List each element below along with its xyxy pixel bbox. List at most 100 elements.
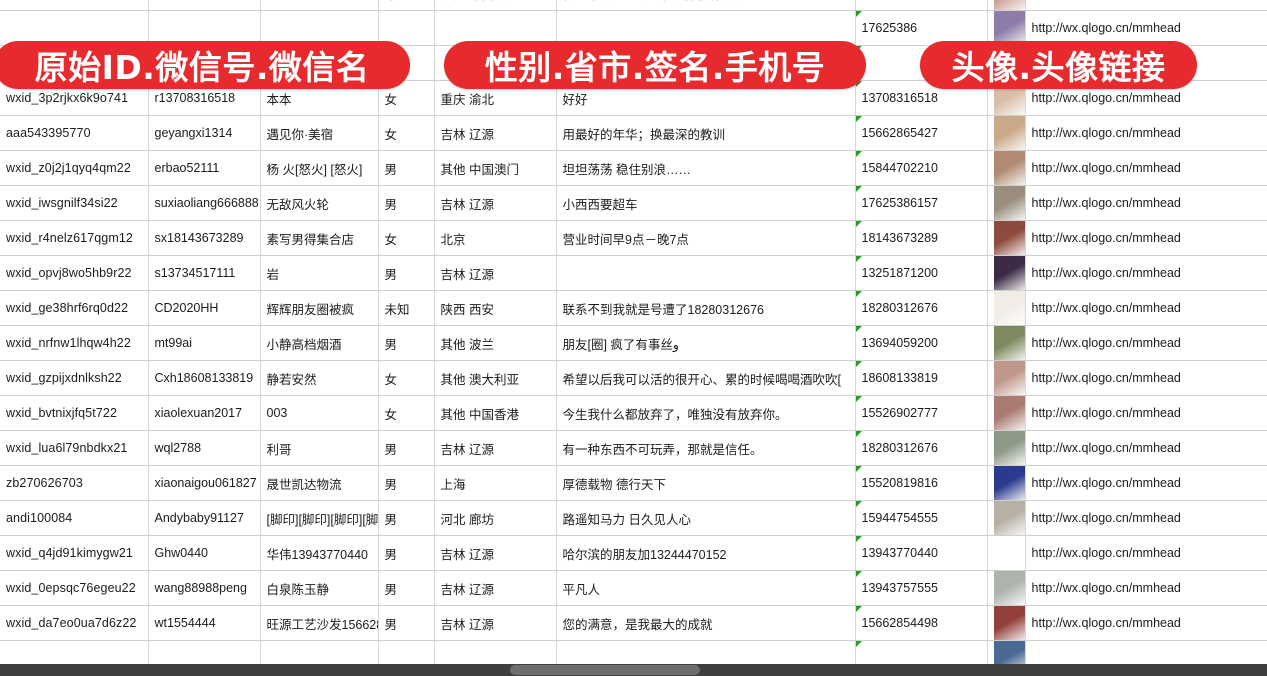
cell-region[interactable]: 吉林 辽源 [434,570,557,606]
table-row[interactable]: wxid_r4nelz617qgm12 sx18143673289 素写男得集合店女… [0,220,1267,256]
table-row[interactable]: 17625386 http://wx.qlogo.cn/mmhead [0,10,1267,46]
cell-signature[interactable]: 您的满意，是我最大的成就 [556,605,856,641]
table-row[interactable]: aaa543395770 geyangxi1314 遇见你·美宿女吉林 辽源 用最好的… [0,115,1267,151]
cell-avatar[interactable] [987,185,1026,221]
cell-signature[interactable]: 合一单 交一个朋友 诚信靠谱 失联18280312676 [556,0,856,11]
cell-avatar_url[interactable]: http://wx.qlogo.cn/mmhead [1025,500,1267,536]
table-row[interactable]: wxid_nrfnw1lhqw4h22 mt99ai 小静高档烟酒男其他 波兰 朋友[… [0,325,1267,361]
cell-avatar_url[interactable]: http://wx.qlogo.cn/mmhead [1025,465,1267,501]
cell-avatar_url[interactable]: http://wx.qlogo.cn/mmhead [1025,0,1267,11]
cell-avatar[interactable] [987,10,1026,46]
cell-wxid[interactable]: s13734517111 [148,255,261,291]
cell-avatar_url[interactable]: http://wx.qlogo.cn/mmhead [1025,360,1267,396]
cell-phone[interactable]: 13943757555 [855,570,988,606]
cell-wxid[interactable]: geyangxi1314 [148,115,261,151]
cell-region[interactable]: 北京 [434,220,557,256]
cell-orig_id[interactable]: wxid_opvj8wo5hb9r22 [0,255,149,291]
cell-avatar[interactable] [987,290,1026,326]
cell-phone[interactable]: 15844702210 [855,150,988,186]
cell-phone[interactable]: 17625386 [855,10,988,46]
cell-gender[interactable]: 男 [378,535,435,571]
cell-wxid[interactable]: erbao52111 [148,150,261,186]
cell-nickname[interactable]: 静若安然 [260,360,379,396]
cell-phone[interactable]: 18608133819 [855,360,988,396]
cell-orig_id[interactable]: wxid_ge38hrf6rq0d22 [0,290,149,326]
cell-avatar_url[interactable]: http://wx.qlogo.cn/mmhead [1025,570,1267,606]
cell-nickname[interactable]: 无敌风火轮 [260,185,379,221]
cell-avatar[interactable] [987,570,1026,606]
cell-wxid[interactable]: Cxh18608133819 [148,360,261,396]
cell-phone[interactable]: 15662854498 [855,605,988,641]
cell-signature[interactable]: 小西西要超车 [556,185,856,221]
cell-avatar_url[interactable]: http://wx.qlogo.cn/mmhead [1025,10,1267,46]
cell-avatar_url[interactable]: http://wx.qlogo.cn/mmhead [1025,255,1267,291]
cell-signature[interactable]: 联系不到我就是号遭了18280312676 [556,290,856,326]
cell-gender[interactable]: 女 [378,115,435,151]
cell-gender[interactable]: 男 [378,570,435,606]
cell-phone[interactable]: 15520819816 [855,465,988,501]
horizontal-scrollbar-thumb[interactable] [510,665,700,675]
cell-signature[interactable]: 今生我什么都放弃了，唯独没有放弃你。 [556,395,856,431]
cell-avatar[interactable] [987,150,1026,186]
cell-avatar_url[interactable]: http://wx.qlogo.cn/mmhead [1025,605,1267,641]
cell-gender[interactable]: 未知 [378,0,435,11]
table-row[interactable]: wxid_q4jd91kimygw21 Ghw0440 华伟13943770440 男… [0,535,1267,571]
cell-orig_id[interactable]: wxid_q4jd91kimygw21 [0,535,149,571]
cell-nickname[interactable] [260,10,379,46]
cell-avatar[interactable] [987,605,1026,641]
cell-nickname[interactable]: 华伟13943770440 [260,535,379,571]
cell-wxid[interactable]: suxiaoliang666888 [148,185,261,221]
table-row[interactable]: wxid_iwsgnilf34si22 suxiaoliang666888 无敌风火… [0,185,1267,221]
cell-signature[interactable]: 希望以后我可以活的很开心、累的时候喝喝酒吹吹[ [556,360,856,396]
cell-avatar_url[interactable]: http://wx.qlogo.cn/mmhead [1025,535,1267,571]
table-row[interactable]: wxid_0epsqc76egeu22 wang88988peng 白泉陈玉静男吉林… [0,570,1267,606]
cell-orig_id[interactable]: wxid_z0j2j1qyq4qm22 [0,150,149,186]
table-row[interactable]: zb270626703 xiaonaigou061827 晟世凯达物流男上海 厚德载物… [0,465,1267,501]
cell-gender[interactable]: 男 [378,500,435,536]
cell-avatar[interactable] [987,220,1026,256]
cell-avatar[interactable] [987,325,1026,361]
cell-phone[interactable]: 13251871200 [855,255,988,291]
cell-avatar[interactable] [987,255,1026,291]
cell-phone[interactable]: 13943770440 [855,535,988,571]
cell-avatar_url[interactable]: http://wx.qlogo.cn/mmhead [1025,395,1267,431]
cell-avatar[interactable] [987,0,1026,11]
cell-avatar[interactable] [987,360,1026,396]
cell-avatar_url[interactable]: http://wx.qlogo.cn/mmhead [1025,115,1267,151]
cell-nickname[interactable]: 小静高档烟酒 [260,325,379,361]
table-row[interactable]: wxid_65p5qakpwuie22xiaojing600546丫丫~小未知其… [0,0,1267,11]
cell-wxid[interactable]: Andybaby91127 [148,500,261,536]
cell-nickname[interactable]: 素写男得集合店 [260,220,379,256]
cell-signature[interactable]: 朋友[圈] 疯了有事丝ﻭ [556,325,856,361]
cell-orig_id[interactable]: andi100084 [0,500,149,536]
cell-orig_id[interactable] [0,10,149,46]
cell-avatar_url[interactable]: http://wx.qlogo.cn/mmhead [1025,150,1267,186]
cell-signature[interactable]: 用最好的年华；换最深的教训 [556,115,856,151]
cell-orig_id[interactable]: wxid_0epsqc76egeu22 [0,570,149,606]
cell-orig_id[interactable]: zb270626703 [0,465,149,501]
cell-gender[interactable]: 女 [378,395,435,431]
cell-region[interactable]: 吉林 辽源 [434,185,557,221]
cell-gender[interactable]: 男 [378,430,435,466]
cell-region[interactable]: 其他 中国澳门 [434,0,557,11]
cell-gender[interactable]: 女 [378,220,435,256]
cell-region[interactable]: 其他 波兰 [434,325,557,361]
cell-phone[interactable]: 17625386157 [855,185,988,221]
cell-region[interactable]: 河北 廊坊 [434,500,557,536]
cell-nickname[interactable]: 利哥 [260,430,379,466]
cell-signature[interactable]: 有一种东西不可玩弄，那就是信任。 [556,430,856,466]
cell-phone[interactable]: 13694059200 [855,325,988,361]
cell-avatar[interactable] [987,535,1026,571]
table-row[interactable]: wxid_ge38hrf6rq0d22 CD2020HH 辉辉朋友圈被疯 未知 陕西 西… [0,290,1267,326]
cell-nickname[interactable]: 岩 [260,255,379,291]
table-row[interactable]: wxid_lua6l79nbdkx21 wql2788 利哥男吉林 辽源 有一种东西不… [0,430,1267,466]
cell-phone[interactable]: 15944754555 [855,500,988,536]
cell-signature[interactable]: 营业时间早9点－晚7点 [556,220,856,256]
cell-signature[interactable] [556,10,856,46]
cell-avatar_url[interactable]: http://wx.qlogo.cn/mmhead [1025,185,1267,221]
cell-orig_id[interactable]: wxid_r4nelz617qgm12 [0,220,149,256]
cell-wxid[interactable]: xiaolexuan2017 [148,395,261,431]
table-row[interactable]: wxid_gzpijxdnlksh22 Cxh18608133819 静若安然女其他… [0,360,1267,396]
cell-phone[interactable]: 15662865427 [855,115,988,151]
cell-signature[interactable]: 厚德载物 德行天下 [556,465,856,501]
